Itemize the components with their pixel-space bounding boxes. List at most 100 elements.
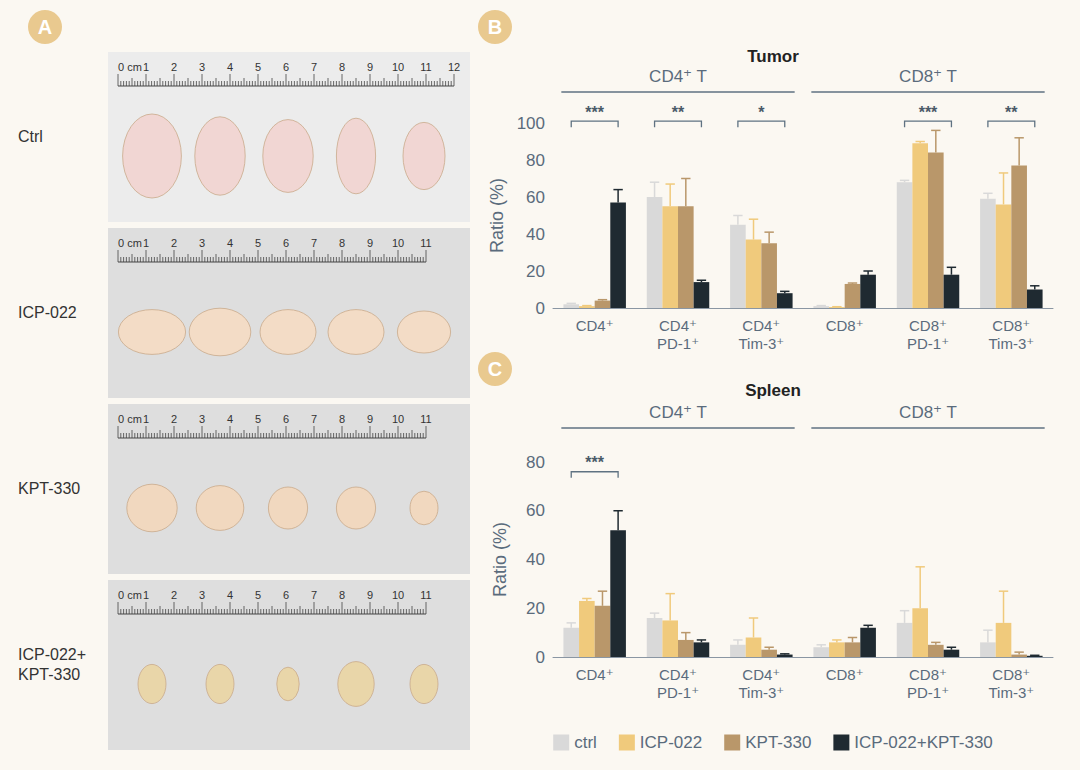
svg-text:0 cm: 0 cm [118, 589, 142, 601]
svg-text:9: 9 [367, 589, 373, 601]
svg-text:4: 4 [227, 413, 233, 425]
svg-text:CD4⁺ T: CD4⁺ T [649, 67, 707, 86]
svg-text:1: 1 [143, 237, 149, 249]
svg-text:Tim-3⁺: Tim-3⁺ [988, 684, 1034, 701]
svg-text:KPT-330: KPT-330 [745, 733, 811, 752]
svg-text:2: 2 [171, 413, 177, 425]
svg-text:3: 3 [199, 237, 205, 249]
svg-text:7: 7 [311, 589, 317, 601]
svg-text:6: 6 [283, 61, 289, 73]
svg-text:CD8⁺: CD8⁺ [992, 666, 1030, 683]
svg-text:3: 3 [199, 61, 205, 73]
svg-text:4: 4 [227, 589, 233, 601]
svg-text:100: 100 [517, 114, 545, 133]
svg-text:9: 9 [367, 413, 373, 425]
svg-text:CD8⁺: CD8⁺ [909, 317, 947, 334]
svg-text:Ctrl: Ctrl [18, 128, 43, 145]
svg-text:8: 8 [339, 61, 345, 73]
svg-text:6: 6 [283, 589, 289, 601]
svg-text:80: 80 [526, 453, 545, 472]
svg-text:1: 1 [143, 589, 149, 601]
svg-text:9: 9 [367, 237, 373, 249]
svg-text:4: 4 [227, 237, 233, 249]
svg-text:2: 2 [171, 237, 177, 249]
svg-text:80: 80 [526, 151, 545, 170]
svg-text:2: 2 [171, 61, 177, 73]
svg-text:ICP-022: ICP-022 [640, 733, 702, 752]
svg-text:CD4⁺: CD4⁺ [576, 666, 614, 683]
svg-text:0 cm: 0 cm [118, 413, 142, 425]
svg-text:CD4⁺: CD4⁺ [659, 317, 697, 334]
svg-text:Tim-3⁺: Tim-3⁺ [738, 684, 784, 701]
svg-text:7: 7 [311, 61, 317, 73]
svg-text:CD4⁺: CD4⁺ [742, 317, 780, 334]
svg-text:1: 1 [143, 61, 149, 73]
svg-text:*: * [758, 104, 765, 121]
svg-text:5: 5 [255, 237, 261, 249]
svg-text:10: 10 [392, 61, 404, 73]
svg-text:1: 1 [143, 413, 149, 425]
svg-text:**: ** [1005, 104, 1018, 121]
svg-text:Tim-3⁺: Tim-3⁺ [738, 335, 784, 352]
svg-text:CD4⁺: CD4⁺ [742, 666, 780, 683]
svg-text:Tumor: Tumor [747, 47, 799, 66]
svg-text:7: 7 [311, 237, 317, 249]
svg-text:9: 9 [367, 61, 373, 73]
svg-text:KPT-330: KPT-330 [18, 480, 80, 497]
svg-text:ctrl: ctrl [574, 733, 597, 752]
svg-text:40: 40 [526, 550, 545, 569]
svg-text:60: 60 [526, 188, 545, 207]
svg-text:CD8⁺: CD8⁺ [909, 666, 947, 683]
svg-text:3: 3 [199, 413, 205, 425]
svg-text:6: 6 [283, 413, 289, 425]
svg-text:***: *** [585, 104, 604, 121]
svg-text:20: 20 [526, 262, 545, 281]
svg-text:5: 5 [255, 61, 261, 73]
svg-text:Ratio (%): Ratio (%) [490, 522, 510, 597]
svg-text:**: ** [672, 104, 685, 121]
svg-text:0: 0 [536, 648, 545, 667]
svg-text:PD-1⁺: PD-1⁺ [657, 684, 699, 701]
svg-text:CD4⁺: CD4⁺ [576, 317, 614, 334]
svg-text:10: 10 [392, 237, 404, 249]
svg-text:0: 0 [536, 299, 545, 318]
svg-text:***: *** [585, 454, 604, 471]
svg-text:4: 4 [227, 61, 233, 73]
svg-text:7: 7 [311, 413, 317, 425]
svg-text:PD-1⁺: PD-1⁺ [907, 335, 949, 352]
svg-text:8: 8 [339, 589, 345, 601]
svg-text:ICP-022: ICP-022 [18, 304, 77, 321]
svg-text:11: 11 [420, 237, 431, 249]
svg-text:5: 5 [255, 589, 261, 601]
svg-text:6: 6 [283, 237, 289, 249]
svg-text:12: 12 [448, 61, 460, 73]
svg-text:CD8⁺: CD8⁺ [826, 317, 864, 334]
svg-text:KPT-330: KPT-330 [18, 666, 80, 683]
svg-text:11: 11 [420, 413, 431, 425]
svg-text:PD-1⁺: PD-1⁺ [657, 335, 699, 352]
svg-text:CD8⁺ T: CD8⁺ T [899, 67, 957, 86]
svg-text:10: 10 [392, 413, 404, 425]
svg-text:CD8⁺: CD8⁺ [826, 666, 864, 683]
svg-text:ICP-022+: ICP-022+ [18, 646, 86, 663]
svg-text:8: 8 [339, 413, 345, 425]
svg-text:60: 60 [526, 501, 545, 520]
svg-text:Ratio (%): Ratio (%) [487, 178, 507, 253]
svg-text:0 cm: 0 cm [118, 61, 142, 73]
svg-text:11: 11 [420, 589, 431, 601]
svg-text:CD8⁺ T: CD8⁺ T [899, 403, 957, 422]
svg-text:CD8⁺: CD8⁺ [992, 317, 1030, 334]
svg-text:20: 20 [526, 599, 545, 618]
svg-text:5: 5 [255, 413, 261, 425]
svg-text:11: 11 [420, 61, 431, 73]
svg-text:ICP-022+KPT-330: ICP-022+KPT-330 [854, 733, 992, 752]
svg-text:3: 3 [199, 589, 205, 601]
svg-text:CD4⁺: CD4⁺ [659, 666, 697, 683]
svg-text:Spleen: Spleen [745, 381, 801, 400]
svg-text:PD-1⁺: PD-1⁺ [907, 684, 949, 701]
svg-text:0 cm: 0 cm [118, 237, 142, 249]
svg-text:40: 40 [526, 225, 545, 244]
svg-text:Tim-3⁺: Tim-3⁺ [988, 335, 1034, 352]
svg-text:8: 8 [339, 237, 345, 249]
svg-text:10: 10 [392, 589, 404, 601]
